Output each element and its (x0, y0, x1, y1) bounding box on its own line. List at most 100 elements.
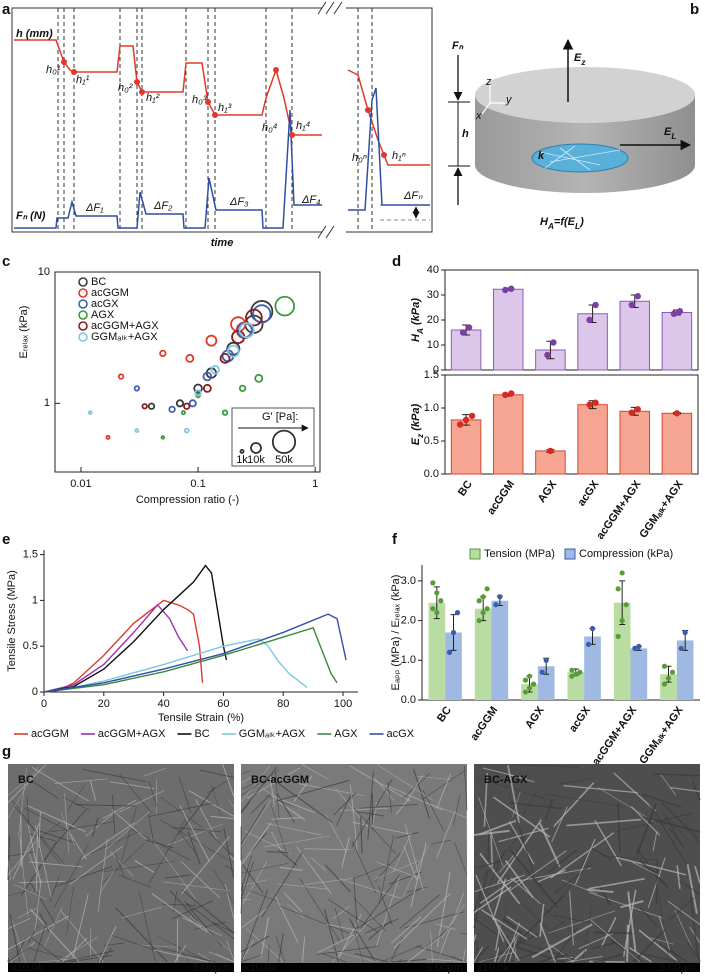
bubble (194, 389, 202, 397)
fiber-texture (199, 769, 235, 778)
annotation: ΔF₄ (301, 194, 321, 206)
fiber-texture (28, 833, 56, 842)
y-tick-label: 40 (427, 264, 439, 276)
legend-label: Tension (MPa) (484, 548, 555, 560)
fiber-texture (181, 861, 220, 899)
fiber-texture (72, 894, 89, 958)
axis-break (322, 228, 346, 236)
y-tick-label: 1.5 (23, 548, 38, 560)
y-axis-label: HA (kPa) (410, 298, 425, 342)
bubble (185, 353, 195, 363)
bar (577, 404, 608, 475)
data-point (497, 594, 503, 600)
fiber-texture (263, 835, 331, 848)
text-part: A (547, 222, 554, 231)
data-point (544, 351, 551, 359)
fiber-texture (595, 953, 624, 963)
fiber-texture (339, 878, 402, 899)
fiber-texture (7, 915, 70, 950)
fiber-texture (670, 786, 701, 793)
fiber-texture (566, 956, 603, 963)
fiber-texture (632, 929, 666, 963)
y-tick-label: 3.0 (401, 575, 416, 587)
fiber-texture (422, 789, 445, 832)
fiber-texture (269, 775, 275, 807)
fiber-texture (376, 861, 420, 879)
fiber-texture (473, 858, 511, 869)
bubble (160, 435, 166, 440)
bar (492, 394, 524, 475)
data-point (430, 606, 436, 612)
fiber-texture (653, 773, 700, 777)
fiber-texture (7, 766, 39, 819)
fiber-texture (402, 845, 429, 898)
bar (474, 608, 492, 700)
bubble (141, 403, 148, 410)
data-point (502, 391, 509, 398)
fiber-texture (435, 923, 456, 930)
x-tick-label: BC (435, 704, 454, 724)
fiber-texture (19, 880, 66, 883)
bar (492, 288, 524, 371)
fiber-texture (213, 869, 235, 904)
fiber-texture (240, 861, 254, 900)
legend-swatch (469, 548, 481, 560)
axis-label: time (211, 237, 234, 249)
fiber-texture (353, 864, 390, 879)
data-point (634, 293, 641, 300)
fiber-texture (473, 829, 510, 836)
fiber-texture (70, 833, 87, 860)
plot-frame (54, 271, 321, 473)
annotation: ΔF₂ (153, 200, 173, 212)
fiber-texture (326, 924, 360, 931)
legend-marker (78, 277, 88, 287)
fiber-texture (31, 766, 89, 802)
fiber-texture (336, 792, 353, 827)
fiber-texture (245, 831, 292, 855)
fiber-texture (691, 834, 701, 844)
fiber-texture (512, 939, 582, 963)
fiber-texture (89, 780, 97, 801)
data-point (465, 324, 473, 331)
fiber-texture (7, 841, 37, 876)
x-tick-label: 1 (312, 478, 318, 490)
legend-marker (78, 321, 88, 331)
x-tick-label: acGGM+AGX (590, 704, 640, 768)
y-tick-label: 0.0 (401, 694, 416, 706)
fiber-texture (360, 874, 400, 929)
data-point (682, 629, 688, 636)
fiber-texture (332, 915, 375, 963)
fiber-texture (177, 786, 216, 836)
fiber-texture (179, 805, 210, 861)
x-tick-label: 60 (217, 698, 229, 710)
fiber-texture (479, 951, 516, 963)
data-point (569, 673, 575, 679)
data-point (508, 285, 515, 292)
annotation: h₀ⁿ (352, 152, 367, 164)
data-point (434, 610, 440, 616)
fiber-texture (639, 907, 658, 927)
fiber-texture (304, 848, 351, 850)
fiber-texture (119, 774, 152, 813)
fiber-texture (593, 931, 633, 935)
fiber-texture (242, 860, 268, 905)
fiber-texture (271, 831, 282, 851)
data-point (480, 610, 486, 616)
fiber-texture (462, 949, 466, 963)
data-point (450, 629, 457, 636)
fiber-texture (274, 798, 306, 821)
fiber-texture (159, 819, 229, 861)
bubble (188, 399, 197, 408)
fiber-texture (335, 788, 369, 828)
x-tick-label: 0.01 (70, 478, 91, 490)
fiber-texture (368, 920, 392, 940)
fiber-texture (26, 777, 59, 800)
data-point (484, 606, 490, 612)
fiber-texture (380, 944, 422, 963)
y-tick-label: 10 (38, 266, 50, 278)
data-point (589, 625, 596, 632)
fiber-texture (14, 884, 47, 900)
fiber-texture (508, 801, 562, 810)
data-point (661, 681, 668, 687)
